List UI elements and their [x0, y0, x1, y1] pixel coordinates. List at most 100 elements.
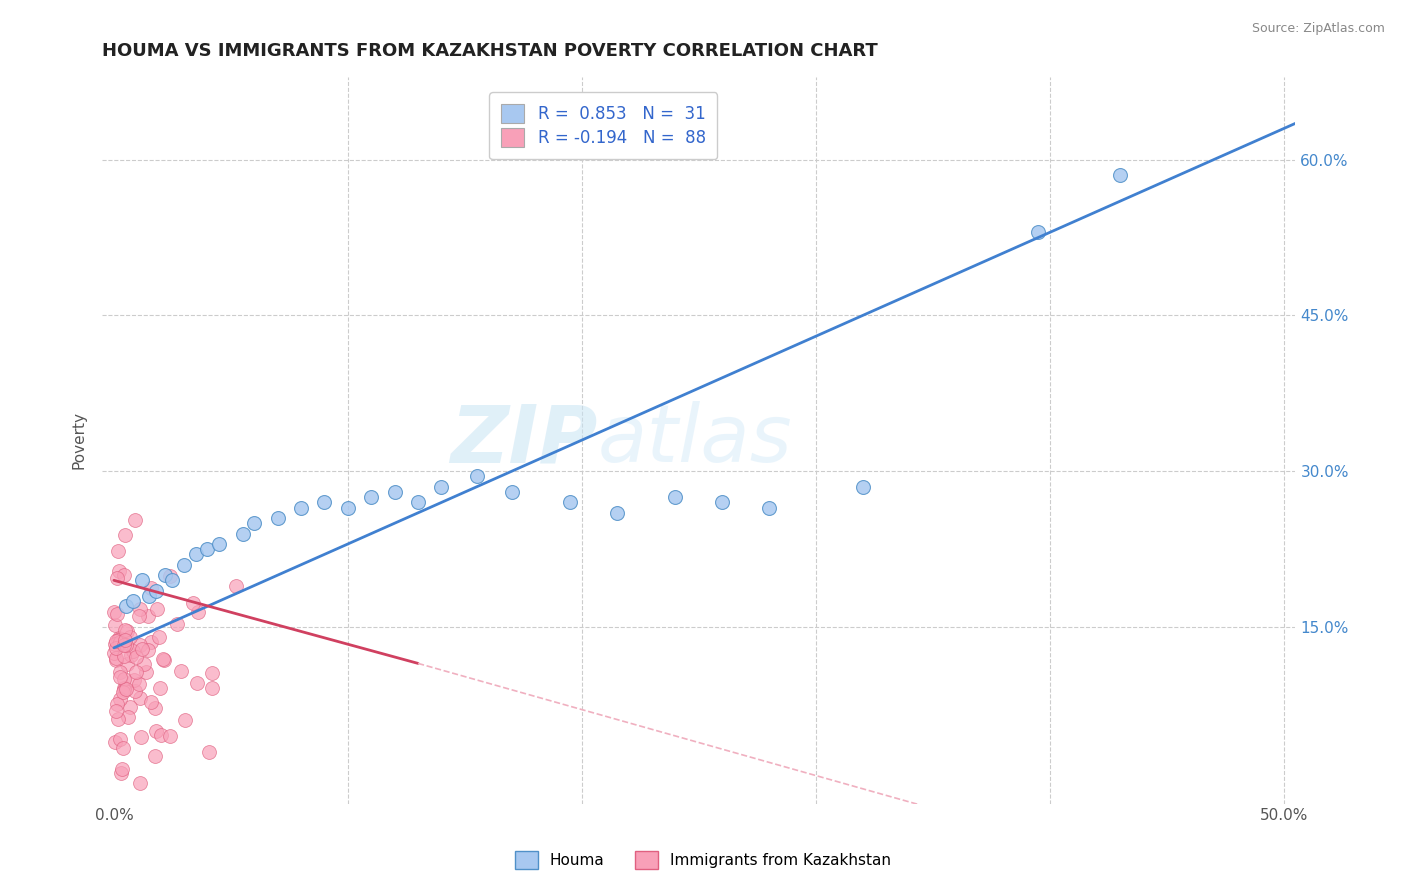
Point: [114, 623, 136, 637]
Point: [124, 683, 146, 698]
Point: [664, 490, 686, 504]
Point: [115, 624, 138, 638]
Point: [501, 485, 523, 500]
Point: [107, 632, 129, 647]
Point: [108, 665, 131, 679]
Point: [128, 691, 150, 706]
Point: [197, 542, 219, 557]
Point: [145, 701, 167, 715]
Point: [107, 631, 129, 645]
Point: [125, 650, 148, 665]
Point: [134, 657, 156, 671]
Point: [232, 526, 254, 541]
Point: [103, 605, 125, 619]
Point: [145, 583, 167, 598]
Point: [104, 637, 127, 651]
Point: [243, 516, 266, 531]
Point: [152, 652, 174, 666]
Point: [131, 574, 153, 588]
Text: ZIP: ZIP: [450, 401, 598, 479]
Text: Source: ZipAtlas.com: Source: ZipAtlas.com: [1251, 22, 1385, 36]
Point: [131, 731, 153, 745]
Text: HOUMA VS IMMIGRANTS FROM KAZAKHSTAN POVERTY CORRELATION CHART: HOUMA VS IMMIGRANTS FROM KAZAKHSTAN POVE…: [103, 42, 877, 60]
Point: [173, 558, 195, 572]
Point: [110, 765, 132, 780]
Point: [162, 574, 184, 588]
Point: [112, 681, 135, 695]
Point: [104, 653, 127, 667]
Point: [1109, 168, 1132, 182]
Point: [122, 644, 145, 658]
Point: [114, 527, 136, 541]
Point: [159, 729, 181, 743]
Point: [852, 480, 875, 494]
Point: [114, 632, 136, 647]
Point: [166, 616, 188, 631]
Point: [128, 776, 150, 790]
Point: [111, 685, 134, 699]
Point: [201, 666, 224, 681]
Point: [465, 469, 488, 483]
Point: [170, 665, 193, 679]
Point: [384, 485, 406, 500]
Point: [138, 608, 160, 623]
Point: [107, 564, 129, 578]
Point: [122, 673, 145, 687]
Point: [360, 490, 382, 504]
Point: [105, 571, 128, 585]
Point: [121, 594, 143, 608]
Point: [108, 692, 131, 706]
Point: [560, 495, 582, 509]
Point: [146, 601, 169, 615]
Point: [108, 732, 131, 747]
Point: [112, 649, 135, 664]
Point: [148, 630, 170, 644]
Point: [104, 634, 127, 648]
Y-axis label: Poverty: Poverty: [72, 411, 86, 469]
Point: [430, 480, 453, 494]
Point: [201, 681, 224, 696]
Point: [111, 762, 134, 776]
Point: [108, 637, 131, 651]
Point: [108, 634, 131, 648]
Point: [159, 569, 181, 583]
Point: [290, 500, 312, 515]
Point: [118, 699, 141, 714]
Point: [197, 745, 219, 759]
Point: [112, 682, 135, 697]
Point: [105, 704, 128, 718]
Point: [139, 635, 162, 649]
Point: [112, 741, 135, 756]
Point: [174, 713, 197, 727]
Point: [107, 544, 129, 558]
Point: [129, 602, 152, 616]
Point: [267, 511, 290, 525]
Point: [105, 607, 128, 621]
Point: [103, 646, 125, 660]
Legend: Houma, Immigrants from Kazakhstan: Houma, Immigrants from Kazakhstan: [509, 845, 897, 875]
Point: [314, 495, 336, 509]
Point: [208, 537, 231, 551]
Point: [139, 582, 162, 596]
Point: [107, 713, 129, 727]
Point: [606, 506, 628, 520]
Point: [336, 500, 359, 515]
Point: [108, 632, 131, 646]
Point: [155, 568, 177, 582]
Point: [105, 698, 128, 712]
Point: [186, 675, 208, 690]
Point: [115, 681, 138, 696]
Point: [138, 589, 160, 603]
Point: [131, 641, 153, 656]
Point: [124, 513, 146, 527]
Legend: R =  0.853   N =  31, R = -0.194   N =  88: R = 0.853 N = 31, R = -0.194 N = 88: [489, 92, 717, 159]
Point: [128, 677, 150, 691]
Point: [105, 640, 128, 655]
Point: [139, 695, 162, 709]
Point: [135, 665, 157, 679]
Point: [112, 672, 135, 686]
Point: [108, 670, 131, 684]
Text: atlas: atlas: [598, 401, 792, 479]
Point: [138, 642, 160, 657]
Point: [184, 547, 207, 561]
